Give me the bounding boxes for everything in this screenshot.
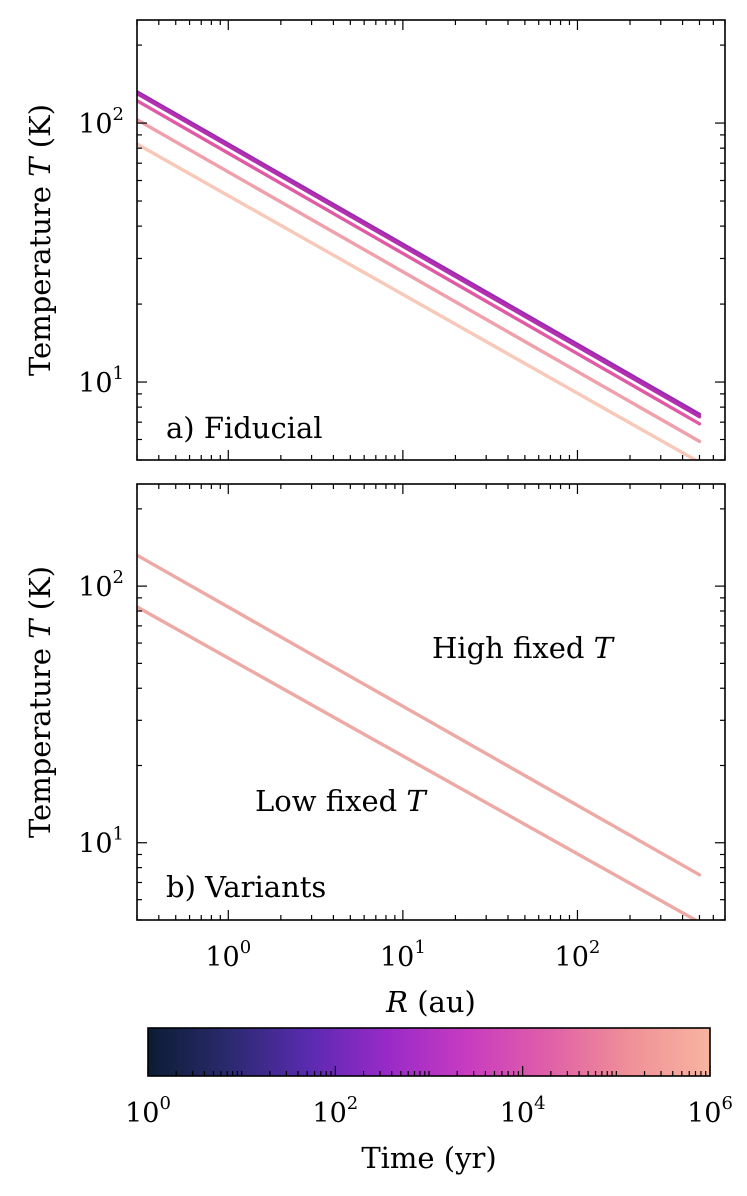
panel-a-y-tick-label: 102	[78, 104, 124, 140]
panel-b-series-line-1	[137, 553, 702, 877]
colorbar-tick-label: 106	[687, 1093, 733, 1129]
panel-b-x-tick-label: 101	[380, 937, 426, 973]
colorbar-frame	[147, 1027, 711, 1077]
panel-b-y-tick-label: 102	[78, 567, 124, 603]
panel-b-x-tick-label: 100	[205, 937, 251, 973]
panel-b-frame	[136, 483, 726, 921]
panel-b-label: b) Variants	[166, 870, 326, 904]
panel-b-x-tick-label: 102	[555, 937, 601, 973]
panel-b-y-tick-labels: 101 102	[78, 567, 124, 860]
colorbar-ticks	[147, 1066, 711, 1076]
panel-b: 101 102 100 101 102 Temperature T (K) R (au…	[23, 483, 726, 1019]
panel-a-label: a) Fiducial	[166, 411, 323, 445]
panel-a-series-line-4	[137, 117, 702, 444]
panel-a-series-line-2	[137, 91, 702, 419]
panel-a-series-line-3	[137, 98, 702, 426]
colorbar: 100 102 104 106 Time (yr)	[125, 1027, 733, 1175]
panel-a-series-line-5	[137, 142, 699, 460]
colorbar-label: Time (yr)	[361, 1141, 496, 1175]
panel-a-y-tick-labels: 101 102	[78, 104, 124, 399]
colorbar-tick-label: 102	[312, 1093, 358, 1129]
panel-b-y-axis-label: Temperature T (K)	[23, 566, 57, 838]
panel-a-y-tick-label: 101	[78, 363, 124, 399]
panel-b-ticks	[136, 484, 726, 921]
panel-a-y-axis-label: Temperature T (K)	[23, 104, 57, 376]
panel-b-series-group	[137, 553, 702, 920]
panel-a-ticks	[136, 20, 726, 461]
annotation-high-fixed-t: High fixed T	[432, 631, 616, 665]
colorbar-tick-labels: 100 102 104 106	[125, 1093, 733, 1129]
colorbar-tick-label: 104	[500, 1093, 546, 1129]
panel-b-x-tick-labels: 100 101 102	[205, 937, 600, 973]
panel-a-series-group	[137, 90, 702, 460]
colorbar-tick-label: 100	[125, 1093, 171, 1129]
panel-a-frame	[136, 19, 726, 461]
panel-b-y-tick-label: 101	[78, 824, 124, 860]
panel-b-x-axis-label: R (au)	[385, 985, 476, 1019]
panel-a: 101 102 Temperature T (K) a) Fiducial	[23, 19, 726, 461]
annotation-low-fixed-t: Low fixed T	[255, 784, 428, 818]
panel-b-series-line-2	[137, 605, 699, 920]
colorbar-gradient	[148, 1028, 710, 1076]
